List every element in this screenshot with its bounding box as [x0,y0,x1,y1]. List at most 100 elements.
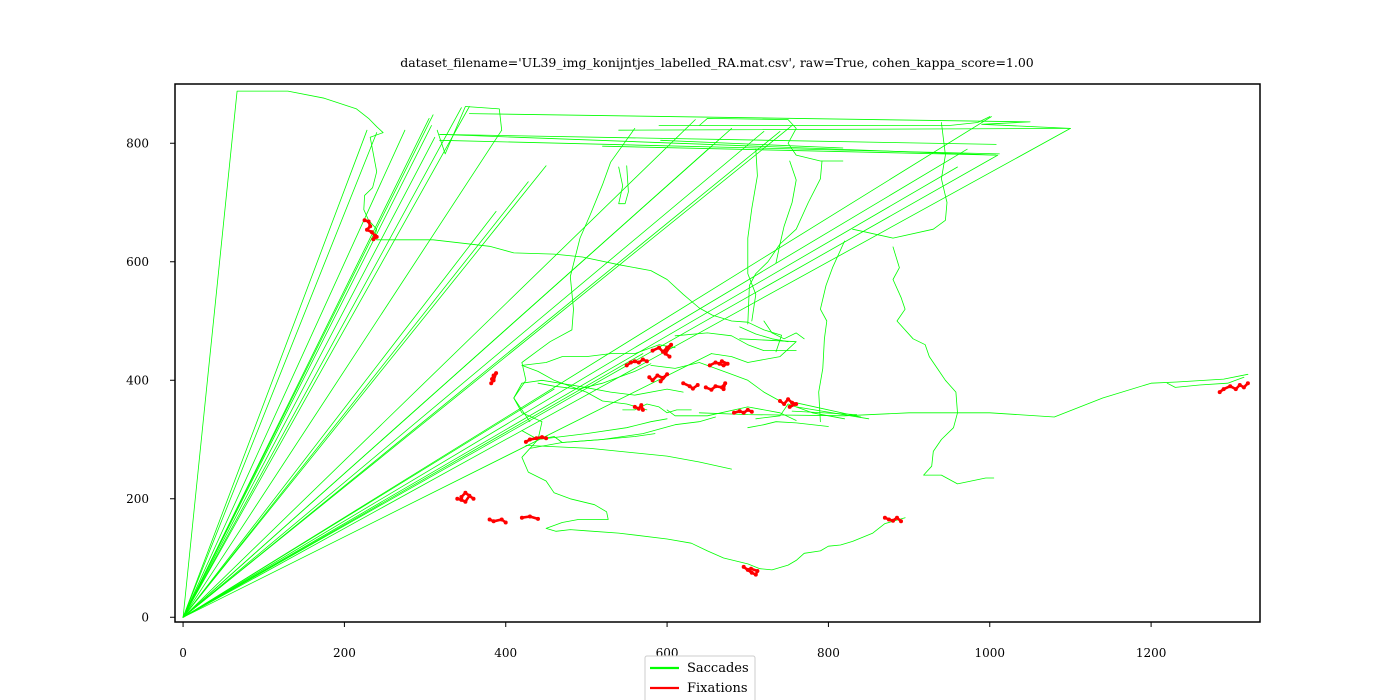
fixation-point [886,517,891,522]
fixation-point [721,387,726,392]
fixation-point [471,496,476,501]
fixation-point [519,515,524,520]
x-tick-label: 0 [179,646,187,660]
saccades-path [602,145,997,156]
fixation-point [467,493,472,498]
saccades-path [892,246,995,485]
fixation-point [636,406,641,411]
fixation-point [732,410,736,415]
y-tick-label: 600 [126,255,149,269]
x-tick-label: 1000 [974,646,1005,660]
fixation-point [669,342,674,347]
saccades-path [182,388,555,618]
saccades-path [658,116,991,126]
saccades-path [525,444,732,470]
saccades-path [182,107,462,618]
fixation-point [1221,387,1226,392]
fixation-point [1237,383,1242,387]
fixation-point [491,378,496,383]
fixation-point [663,351,668,356]
fixation-point [640,357,645,362]
fixation-point [667,354,672,359]
saccades-path [182,166,958,618]
saccades-path [755,403,845,420]
fixation-point [491,519,496,524]
fixation-point [494,371,499,376]
fixation-point [647,375,652,380]
saccades-path [182,181,529,618]
fixation-point [794,402,799,406]
y-tick-label: 0 [141,610,149,624]
legend: Saccades Fixations [644,655,756,700]
fixations-path [488,518,508,524]
saccades-path [513,127,906,571]
y-tick-label: 200 [126,492,149,506]
saccades-path [182,353,644,618]
fixations-series [362,218,1250,577]
fixation-point [491,373,496,378]
fixation-point [1233,387,1238,392]
fixation-point [527,514,532,519]
fixation-point [368,224,373,229]
saccades-path [182,129,368,618]
saccades-path [763,320,805,340]
fixation-point [882,515,887,520]
saccades-path [795,406,870,420]
saccades-path [698,373,1249,418]
fixation-point [895,515,899,520]
y-tick-label: 800 [126,136,149,150]
fixation-point [536,516,540,521]
saccades-path [795,402,862,418]
saccades-path [182,136,436,618]
x-tick-label: 200 [333,646,356,660]
fixation-point [463,490,468,495]
fixation-point [503,520,508,525]
fixation-point [713,384,718,389]
fixation-point [365,227,369,232]
fixation-point [371,237,376,242]
fixation-point [737,409,742,414]
fixation-point [723,381,728,386]
fixation-point [1245,381,1250,386]
fixation-point [362,218,367,223]
fixation-point [1217,390,1222,395]
saccades-path [537,363,652,390]
saccades-path [818,240,845,423]
fixation-point [749,570,754,575]
fixation-point [755,569,760,573]
x-tick-label: 800 [817,646,840,660]
saccades-path [182,127,1071,618]
fixation-point [778,399,782,403]
series-layer [182,90,1250,618]
fixation-point [782,402,787,406]
saccades-path [775,160,797,264]
fixation-point [499,517,504,522]
saccades-path [852,122,948,239]
saccades-series [182,90,1249,618]
fixation-point [366,219,371,224]
fixation-point [790,400,795,405]
fixation-point [741,564,746,569]
fixation-point [655,373,660,378]
fixation-point [745,567,750,572]
saccades-path [182,148,968,618]
fixation-point [463,499,468,504]
saccades-path [513,379,684,423]
fixation-point [749,566,753,571]
fixation-point [725,361,730,366]
y-tick-label: 400 [126,373,149,387]
fixation-point [703,385,708,390]
saccades-path [182,353,712,618]
saccades-path [650,362,781,402]
saccades-path [182,129,406,618]
saccades-path [182,132,378,618]
fixation-point [657,345,661,350]
saccades-path [182,210,497,618]
fixation-point [632,359,637,364]
fixation-point [1228,384,1233,389]
saccades-path [182,130,765,618]
fixation-point [636,360,641,365]
fixation-point [1241,385,1246,390]
saccades-path [182,90,782,618]
